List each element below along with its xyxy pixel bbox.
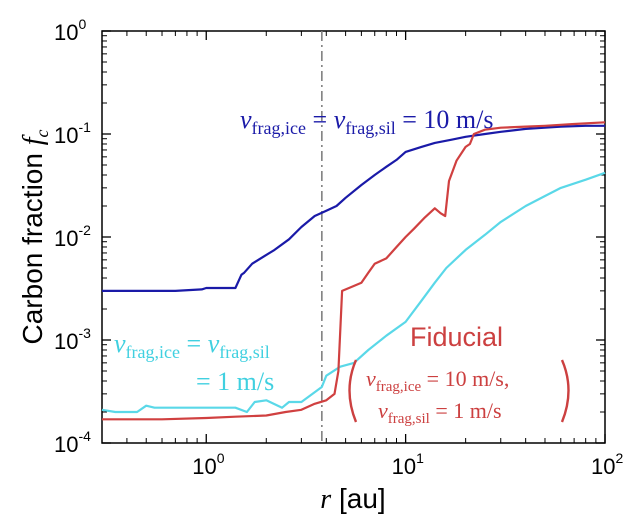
x-axis-ticks: 100 101 102 — [192, 31, 623, 479]
series-line-blue — [102, 124, 605, 292]
y-axis-minor-ticks — [102, 35, 605, 413]
svg-text:vfrag,ice = vfrag,sil: vfrag,ice = vfrag,sil — [114, 329, 270, 362]
series-line-red — [102, 121, 606, 421]
x-tick-label: 101 — [392, 450, 424, 479]
plot-frame — [101, 30, 606, 444]
y-tick-label: 10-4 — [54, 428, 91, 457]
annotation-cyan: vfrag,ice = vfrag,sil = 1 m/s — [114, 329, 274, 396]
x-tick-label: 100 — [192, 450, 224, 479]
x-tick-label: 102 — [591, 450, 623, 479]
y-axis-ticks: 10-4 10-3 10-2 10-1 100 — [54, 16, 605, 457]
x-axis-label: r [au] — [320, 483, 385, 515]
y-tick-label: 10-1 — [54, 119, 91, 148]
y-axis-label: Carbon fraction fc — [17, 130, 52, 345]
svg-text:= 1 m/s: = 1 m/s — [196, 367, 274, 396]
y-tick-label: 100 — [54, 16, 86, 45]
series-line-cyan — [101, 171, 606, 414]
series-layer — [101, 121, 606, 421]
annotation-blue: vfrag,ice = vfrag,sil = 10 m/s — [240, 105, 493, 138]
annotation-fiducial: Fiducial vfrag,ice = 10 m/s, vfrag,sil =… — [348, 322, 570, 427]
svg-text:vfrag,sil = 1 m/s: vfrag,sil = 1 m/s — [378, 398, 502, 427]
right-paren — [560, 359, 570, 423]
left-paren — [348, 359, 358, 423]
y-tick-label: 10-2 — [54, 222, 91, 251]
x-axis-minor-ticks — [101, 31, 597, 443]
y-tick-label: 10-3 — [54, 325, 91, 354]
svg-text:vfrag,ice = vfrag,sil = 10 m/s: vfrag,ice = vfrag,sil = 10 m/s — [240, 105, 493, 138]
annotation-fiducial-title: Fiducial — [410, 322, 503, 352]
svg-text:vfrag,ice = 10 m/s,: vfrag,ice = 10 m/s, — [366, 366, 509, 395]
